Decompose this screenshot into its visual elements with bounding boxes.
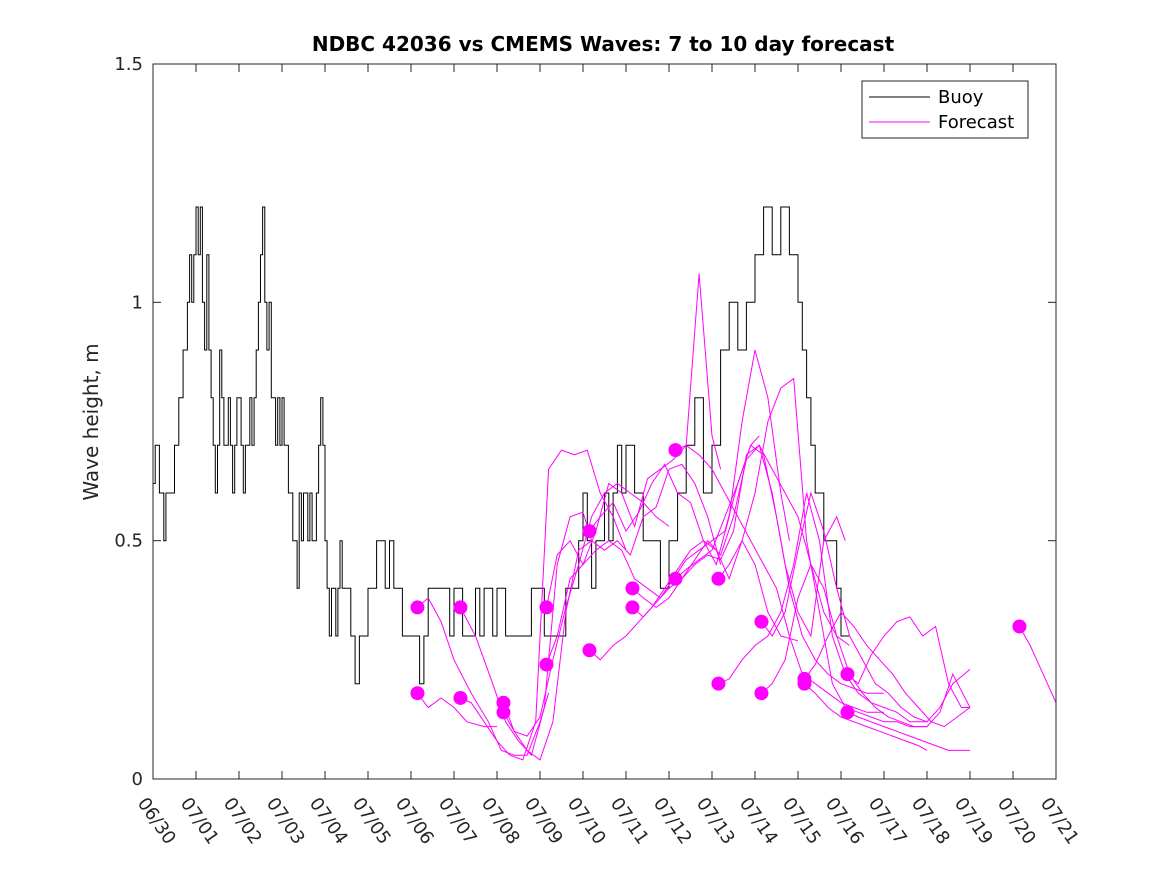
forecast-series-line (632, 444, 850, 646)
forecast-start-marker (668, 571, 683, 586)
forecast-start-marker (539, 657, 554, 672)
forecast-start-marker (410, 686, 425, 701)
forecast-start-marker (1012, 619, 1027, 634)
forecast-series-line (847, 711, 970, 751)
forecast-start-marker (453, 600, 468, 615)
forecast-series-line (589, 349, 790, 566)
forecast-start-marker (711, 676, 726, 691)
forecast-start-marker (453, 690, 468, 705)
plot-area (153, 64, 1056, 779)
forecast-series-line (804, 683, 928, 751)
forecast-start-marker (496, 695, 511, 710)
forecast-start-marker (625, 600, 640, 615)
legend-label-forecast: Forecast (938, 112, 1014, 133)
forecast-start-marker (410, 600, 425, 615)
legend: Buoy Forecast (861, 80, 1029, 139)
legend-box (861, 80, 1029, 139)
forecast-start-marker (797, 676, 812, 691)
forecast-series-line (546, 273, 722, 608)
forecast-series-line (417, 692, 497, 728)
axes-box (152, 63, 1057, 780)
forecast-series-line (675, 444, 884, 713)
y-axis-label: Wave height, m (79, 343, 103, 500)
forecast-series-line (502, 463, 722, 761)
forecast-series-line (804, 611, 971, 728)
forecast-start-marker (668, 443, 683, 458)
forecast-series-line (417, 597, 550, 756)
forecast-series-line (718, 377, 927, 728)
forecast-series-line (589, 539, 799, 661)
forecast-series-line (1018, 626, 1057, 703)
y-tick-label: 0.5 (114, 531, 143, 552)
forecast-start-marker (840, 667, 855, 682)
forecast-start-marker (582, 524, 597, 539)
forecast-start-marker (711, 571, 726, 586)
forecast-start-marker (754, 614, 769, 629)
y-axis: 0 0.5 1 1.5 (114, 54, 1056, 790)
y-tick-label: 1 (132, 292, 143, 313)
forecast-start-marker (754, 686, 769, 701)
forecast-series-line (761, 491, 971, 723)
forecast-series-line (718, 492, 927, 723)
forecast-start-marker (840, 705, 855, 720)
chart-title: NDBC 42036 vs CMEMS Waves: 7 to 10 day f… (312, 32, 895, 56)
buoy-series-line (153, 206, 850, 685)
series-layer (153, 206, 1057, 761)
forecast-start-marker (539, 600, 554, 615)
marker-layer (410, 443, 1027, 720)
forecast-start-marker (582, 643, 597, 658)
forecast-start-marker (625, 581, 640, 596)
forecast-series-line (675, 444, 884, 694)
y-tick-label: 0 (132, 769, 143, 790)
legend-label-buoy: Buoy (938, 87, 984, 108)
y-tick-label: 1.5 (114, 54, 143, 75)
forecast-series-line (632, 444, 846, 638)
forecast-series-line (847, 616, 970, 708)
forecast-series-line (460, 449, 627, 761)
forecast-series-line (459, 511, 593, 757)
